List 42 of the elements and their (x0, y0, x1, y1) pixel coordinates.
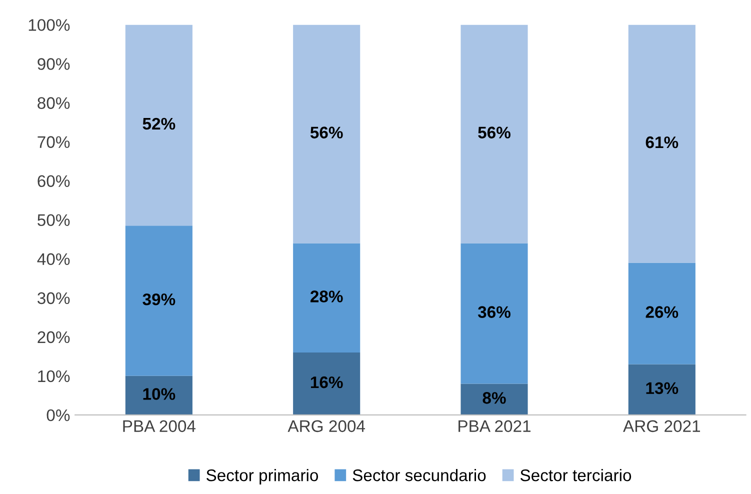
y-tick-label: 20% (38, 331, 70, 344)
bar (460, 243, 528, 384)
y-tick-label: 30% (38, 292, 70, 304)
data-label: 16% (310, 376, 343, 388)
x-tick-label: ARG 2021 (623, 420, 700, 432)
data-label: 26% (646, 306, 678, 318)
x-tick-label: PBA 2004 (123, 420, 196, 432)
data-label: 39% (142, 293, 176, 306)
bar (293, 24, 360, 244)
y-tick-label: 90% (38, 58, 70, 70)
data-label: 13% (646, 382, 678, 394)
data-label: 28% (310, 290, 343, 302)
data-label: 52% (142, 118, 176, 130)
y-tick-label: 100% (28, 19, 70, 31)
data-label: 36% (478, 306, 510, 318)
legend-label: Sector secundario (352, 468, 486, 482)
y-tick-label: 50% (38, 214, 70, 226)
bar (125, 24, 192, 226)
bar (628, 24, 696, 263)
data-label: 8% (482, 392, 506, 404)
x-tick-label: ARG 2004 (288, 420, 366, 432)
y-tick-label: 60% (38, 175, 70, 188)
bar (460, 384, 528, 415)
bar (628, 262, 696, 364)
bar (628, 364, 696, 415)
data-label: 10% (143, 388, 176, 400)
bar (125, 226, 192, 376)
bar (293, 352, 360, 415)
bar (460, 24, 528, 244)
legend-label: Sector primario (206, 468, 318, 485)
data-label: 56% (478, 126, 510, 138)
legend-label: Sector terciario (520, 468, 632, 482)
y-tick-label: 70% (38, 136, 70, 148)
data-label: 56% (310, 126, 343, 138)
y-tick-label: 40% (37, 253, 70, 266)
y-tick-label: 80% (38, 97, 70, 109)
y-tick-label: 0% (46, 409, 70, 422)
bar (293, 243, 360, 353)
y-tick-label: 10% (38, 370, 70, 382)
x-tick-label: PBA 2021 (458, 420, 531, 432)
bar (125, 376, 192, 415)
data-label: 61% (646, 136, 678, 148)
